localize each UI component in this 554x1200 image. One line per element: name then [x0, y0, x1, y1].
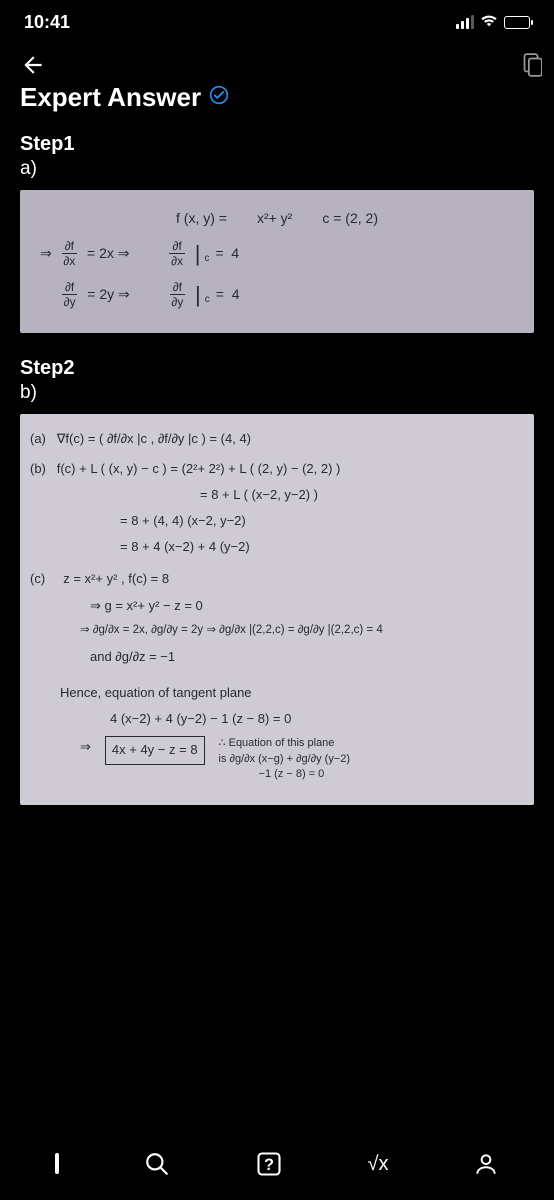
eq-text: ⇒: [40, 243, 52, 264]
nav-math-button[interactable]: √x: [368, 1153, 389, 1176]
part-label: (c): [30, 571, 45, 586]
eq-text: ∴ Equation of this plane: [219, 737, 335, 749]
eq-text: 4 (x−2) + 4 (y−2) − 1 (z − 8) = 0: [30, 708, 524, 730]
status-bar: 10:41: [0, 0, 554, 44]
eq-text: = 4: [216, 284, 240, 305]
signal-icon: [456, 15, 474, 29]
verified-badge-icon: [209, 85, 229, 110]
battery-icon: [504, 16, 530, 29]
handwriting-panel-2: (a) ∇f(c) = ( ∂f/∂x |c , ∂f/∂y |c ) = (4…: [20, 414, 534, 805]
fraction: ∂f∂y: [170, 281, 185, 308]
title-text: Expert Answer: [20, 82, 201, 113]
svg-text:?: ?: [264, 1156, 274, 1174]
eq-text: −1 (z − 8) = 0: [219, 768, 325, 780]
eq-text: f(c) + L ( (x, y) − c ) = (2²+ 2²) + L (…: [57, 461, 341, 476]
status-time: 10:41: [24, 12, 70, 33]
eq-text: = 2y ⇒: [87, 284, 129, 305]
part-label: (b): [30, 461, 46, 476]
copy-icon[interactable]: [520, 52, 542, 78]
eq-text: Hence, equation of tangent plane: [30, 682, 524, 704]
eval-bar: |: [195, 237, 201, 270]
eq-text: = 8 + L ( (x−2, y−2) ): [30, 484, 524, 506]
page-title: Expert Answer: [0, 82, 554, 127]
bottom-nav: ? √x: [0, 1128, 554, 1200]
fraction: ∂f∂x: [169, 240, 184, 267]
eq-text: = 2x ⇒: [87, 243, 129, 264]
eq-text: = 8 + (4, 4) (x−2, y−2): [30, 510, 524, 532]
status-right: [456, 12, 530, 33]
eq-text: ⇒: [80, 736, 91, 758]
nav-profile-button[interactable]: [473, 1151, 499, 1177]
step2-label: Step2: [20, 357, 534, 380]
eq-text: f (x, y) =: [176, 208, 227, 229]
eq-text: c = (2, 2): [322, 208, 378, 229]
eq-text: z = x²+ y² , f(c) = 8: [63, 571, 169, 586]
handwriting-panel-1: f (x, y) = x²+ y² c = (2, 2) ⇒ ∂f∂x = 2x…: [20, 190, 534, 333]
eval-bar: |: [195, 278, 201, 311]
nav-help-button[interactable]: ?: [255, 1150, 283, 1178]
eq-text: is ∂g/∂x (x−g) + ∂g/∂y (y−2): [219, 753, 350, 765]
part-label: (a): [30, 431, 46, 446]
step1-label: Step1: [20, 133, 534, 156]
wifi-icon: [480, 12, 498, 33]
nav-search-button[interactable]: [144, 1151, 170, 1177]
fraction: ∂f∂y: [62, 281, 77, 308]
back-button[interactable]: [20, 52, 46, 78]
step2-sub: b): [20, 382, 534, 404]
eq-text: ∇f(c) = ( ∂f/∂x |c , ∂f/∂y |c ) = (4, 4): [57, 431, 251, 446]
fraction: ∂f∂x: [62, 240, 77, 267]
eq-text: = 4: [215, 243, 239, 264]
eq-text: ⇒ g = x²+ y² − z = 0: [30, 595, 524, 617]
eq-text: and ∂g/∂z = −1: [30, 646, 524, 668]
eq-text: ⇒ ∂g/∂x = 2x, ∂g/∂y = 2y ⇒ ∂g/∂x |(2,2,c…: [30, 621, 524, 641]
eq-text: x²+ y²: [257, 208, 292, 229]
eq-text: = 8 + 4 (x−2) + 4 (y−2): [30, 536, 524, 558]
nav-home-button[interactable]: [55, 1155, 59, 1173]
boxed-answer: 4x + 4y − z = 8: [105, 736, 205, 764]
step1-sub: a): [20, 158, 534, 180]
